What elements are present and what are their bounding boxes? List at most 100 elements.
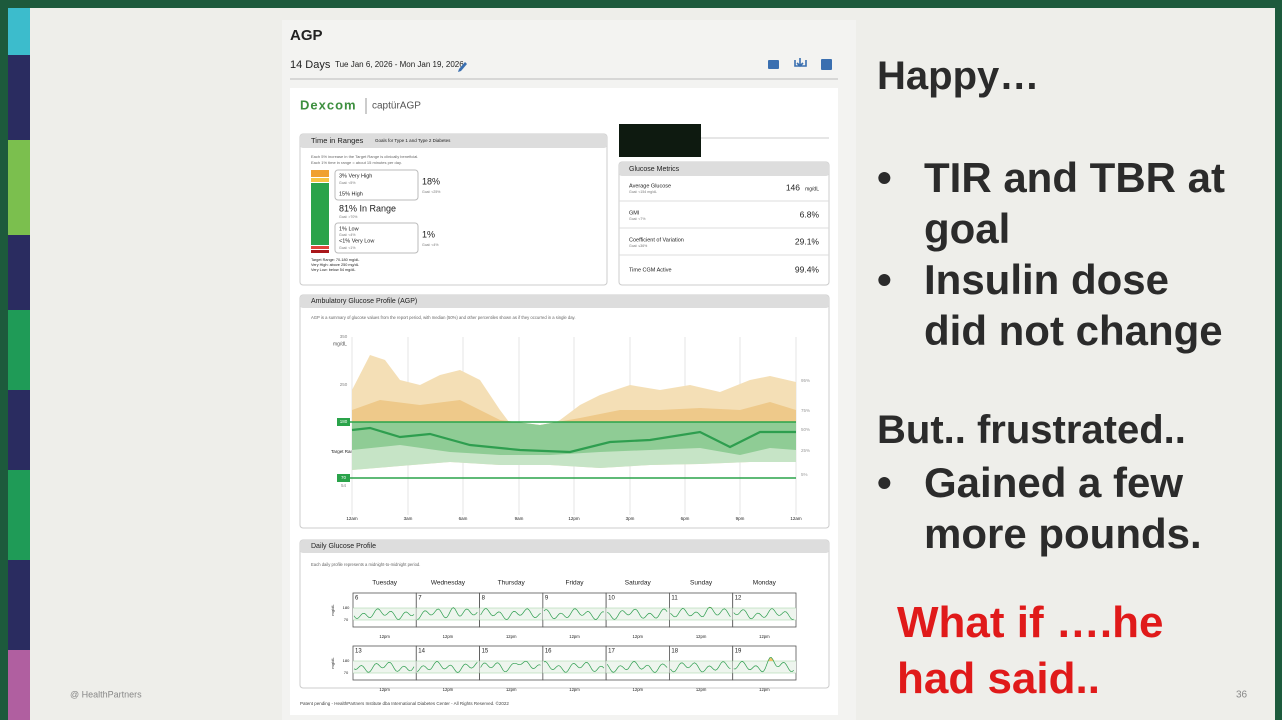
- target-area: [542, 608, 607, 620]
- target-area: [732, 661, 796, 673]
- strip-segment: [8, 560, 30, 650]
- glucose-trace: [480, 608, 541, 620]
- box-header: [300, 295, 829, 308]
- strip-segment: [8, 235, 30, 310]
- date: 12: [735, 596, 742, 602]
- very-low: <1% Very Low: [339, 238, 374, 244]
- glucose-trace: [606, 608, 668, 620]
- day-name: Thursday: [498, 580, 526, 587]
- metric-label: Average Glucose: [629, 183, 671, 189]
- high: 15% High: [339, 191, 363, 197]
- metric-goal: Goal: <7%: [629, 217, 645, 221]
- save-icon[interactable]: [821, 59, 832, 70]
- target-area: [669, 608, 733, 620]
- goal: Goal: <5%: [339, 181, 355, 185]
- heading: Happy…: [877, 54, 1040, 98]
- goal: Goal: >70%: [339, 215, 357, 219]
- band-inner: [352, 422, 796, 455]
- glucose-trace: [670, 606, 731, 618]
- y-label: 250: [340, 382, 348, 387]
- y-label: 70: [344, 670, 349, 675]
- date: 11: [671, 596, 678, 602]
- bullet: Insulin dose did not change: [877, 254, 1236, 356]
- frame: [0, 0, 8, 720]
- footer-left: @ HealthPartners: [70, 689, 142, 699]
- bracket: [334, 169, 419, 201]
- edit-icon[interactable]: [458, 62, 467, 72]
- metric-value: 146: [786, 182, 800, 192]
- date: 7: [418, 596, 422, 602]
- unit: mg/dL: [333, 341, 347, 347]
- noon-label: 12pm: [506, 687, 517, 692]
- percentile-label: 5%: [801, 472, 808, 477]
- noon-label: 12pm: [696, 687, 707, 692]
- daily-grid: Tuesday Wednesday Thursday Friday Saturday Su…: [330, 580, 797, 692]
- metrics-title: Glucose Metrics: [629, 166, 680, 173]
- y-label: 180: [343, 605, 350, 610]
- metric-value: 6.8%: [800, 209, 820, 219]
- noon-label: 12pm: [759, 687, 770, 692]
- strip-segment: [8, 55, 30, 140]
- x-label: 9am: [515, 516, 524, 521]
- tir-bar: [311, 246, 329, 249]
- page-number: 36: [1236, 690, 1248, 701]
- percentile-label: 75%: [801, 408, 810, 413]
- bullet: TIR and TBR at goal: [877, 152, 1236, 254]
- glucose-trace: [670, 661, 731, 673]
- report-title: AGP: [290, 27, 323, 44]
- day-name: Tuesday: [372, 580, 397, 587]
- target-area: [542, 661, 607, 673]
- metric-value: 99.4%: [795, 264, 820, 274]
- bracket: [334, 222, 419, 254]
- noon-label: 12pm: [379, 687, 390, 692]
- frame: [0, 0, 1282, 8]
- y-label: 70: [341, 475, 347, 480]
- x-label: 3am: [404, 516, 413, 521]
- frame: [1275, 0, 1282, 720]
- metric-goal: Goal: <154 mg/dL: [629, 190, 657, 194]
- noon-label: 12pm: [443, 634, 454, 639]
- y-label: 70: [344, 617, 349, 622]
- date-range: Tue Jan 6, 2026 - Mon Jan 19, 2026: [335, 60, 464, 69]
- tir-bar: [311, 178, 329, 182]
- tir-note: Very High: above 250 mg/dL: [311, 263, 359, 267]
- bullet: Gained a few more pounds.: [877, 457, 1236, 559]
- glucose-trace: [543, 661, 605, 673]
- low: 1% Low: [339, 226, 359, 232]
- glucose-trace: [353, 661, 415, 673]
- day-name: Saturday: [625, 580, 652, 587]
- date: 19: [735, 649, 742, 655]
- glucose-trace: [480, 660, 541, 673]
- strip-segment: [8, 310, 30, 390]
- download-icon[interactable]: [794, 58, 807, 68]
- noon-label: 12pm: [506, 634, 517, 639]
- y-label: 54: [341, 483, 347, 488]
- x-label: 12am: [790, 516, 802, 521]
- strip-segment: [8, 8, 30, 55]
- day-name: Sunday: [690, 580, 713, 587]
- daily-title: Daily Glucose Profile: [311, 543, 376, 550]
- strip-segment: [8, 390, 30, 470]
- date: 9: [545, 596, 549, 602]
- glucose-trace: [543, 608, 604, 620]
- noon-label: 12pm: [569, 634, 580, 639]
- target-area: [669, 661, 733, 673]
- target-badge: [337, 474, 350, 482]
- glucose-trace: [417, 607, 478, 620]
- product: captürAGP: [372, 101, 421, 112]
- percentile-label: 50%: [801, 427, 810, 432]
- target-label: Target Range: [331, 449, 359, 454]
- print-icon[interactable]: [768, 60, 779, 69]
- tir-goals: Goals for Type 1 and Type 2 Diabetes: [375, 138, 451, 143]
- percentile-label: 95%: [801, 378, 810, 383]
- strip-segment: [8, 470, 30, 560]
- noon-label: 12pm: [759, 634, 770, 639]
- date: 10: [608, 596, 615, 602]
- in-range: 81% In Range: [339, 203, 396, 213]
- glucose-trace: [733, 608, 794, 620]
- report-footer: Patent pending - HealthPartners Institut…: [300, 700, 509, 706]
- date: 14: [418, 649, 425, 655]
- metric-label: Time CGM Active: [629, 267, 672, 273]
- box-header: [300, 134, 607, 148]
